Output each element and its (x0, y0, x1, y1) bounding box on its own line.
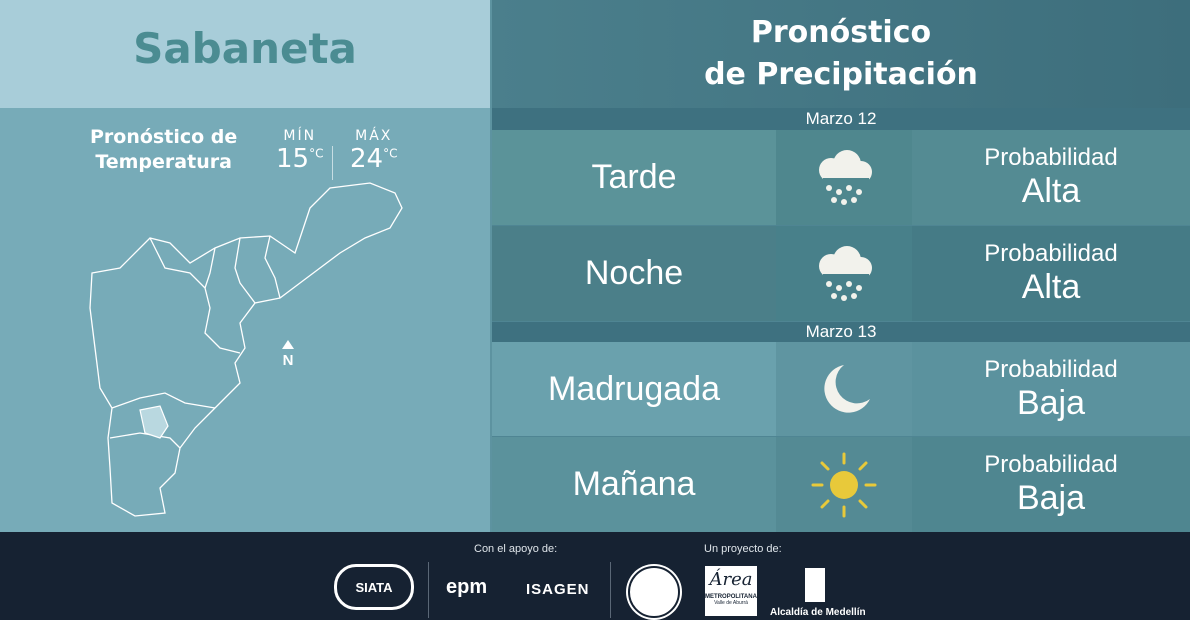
siata-text: SIATA (355, 579, 393, 595)
moon-icon (776, 342, 912, 436)
precipitation-header: Pronóstico de Precipitación (492, 0, 1190, 108)
metropolitana-text: METROPOLITANA (705, 594, 757, 600)
forecast-row: Mañana Probabilidad Baja (492, 437, 1190, 532)
rain-cloud-icon (776, 130, 912, 225)
max-temp: MÁX 24°C (350, 128, 397, 174)
municipality-map: N (89, 182, 403, 517)
date-bar: Marzo 12 (492, 108, 1190, 130)
probability-value: Baja (1016, 383, 1086, 422)
alcaldia-shield-icon (803, 566, 827, 604)
precip-title-line1: Pronóstico (750, 15, 932, 50)
probability-label: Probabilidad (984, 451, 1118, 478)
probability-label: Probabilidad (984, 144, 1118, 171)
period-label: Mañana (492, 437, 776, 532)
isagen-logo: ISAGEN (526, 581, 590, 598)
forecast-row: Noche Probabilidad Alta (492, 226, 1190, 322)
probability-label: Probabilidad (984, 240, 1118, 267)
siata-logo: SIATA (334, 564, 414, 610)
alcaldia-text: Alcaldía de Medellín (770, 607, 866, 618)
project-label: Un proyecto de: (704, 543, 782, 555)
location-header: Sabaneta (0, 0, 490, 108)
max-value: 24 (350, 144, 384, 174)
unit: °C (383, 146, 398, 161)
temperature-title-line1: Pronóstico de (90, 126, 238, 148)
date-bar: Marzo 13 (492, 322, 1190, 342)
divider (428, 562, 429, 618)
divider (610, 562, 611, 618)
panel-divider (490, 0, 492, 532)
probability-value: Baja (1016, 479, 1086, 517)
divider (332, 146, 333, 180)
unit: °C (309, 146, 324, 161)
probability-label: Probabilidad (984, 355, 1118, 383)
area-metropolitana-logo: Área METROPOLITANA Valle de Aburrá (705, 566, 757, 616)
location-title: Sabaneta (133, 23, 357, 73)
north-label: N (283, 352, 294, 369)
epm-logo: epm (446, 576, 488, 598)
rain-cloud-icon (776, 226, 912, 321)
period-label: Madrugada (492, 342, 776, 436)
forecast-row: Madrugada Probabilidad Baja (492, 342, 1190, 437)
footer: Con el apoyo de: Un proyecto de: SIATA e… (0, 532, 1190, 620)
valle-text: Valle de Aburrá (714, 600, 748, 606)
temperature-title: Pronóstico de Temperatura (90, 125, 237, 175)
precip-title-line2: de Precipitación (704, 57, 978, 92)
max-label: MÁX (355, 128, 393, 144)
medellin-seal-logo (628, 566, 680, 618)
min-value: 15 (276, 144, 310, 174)
min-temp: MÍN 15°C (276, 128, 323, 174)
area-text: Área (709, 569, 753, 590)
temperature-title-line2: Temperatura (95, 151, 232, 173)
probability-value: Alta (1021, 172, 1081, 210)
probability-value: Alta (1021, 268, 1081, 306)
map-panel: Pronóstico de Temperatura MÍN 15°C MÁX 2… (0, 108, 490, 532)
sabaneta-highlight (139, 405, 169, 439)
period-label: Tarde (492, 130, 776, 225)
min-label: MÍN (283, 128, 317, 144)
support-label: Con el apoyo de: (474, 543, 558, 555)
forecast-row: Tarde Probabilidad Alta (492, 130, 1190, 226)
north-arrow-icon (282, 340, 294, 349)
sun-icon (776, 437, 912, 532)
period-label: Noche (492, 226, 776, 321)
